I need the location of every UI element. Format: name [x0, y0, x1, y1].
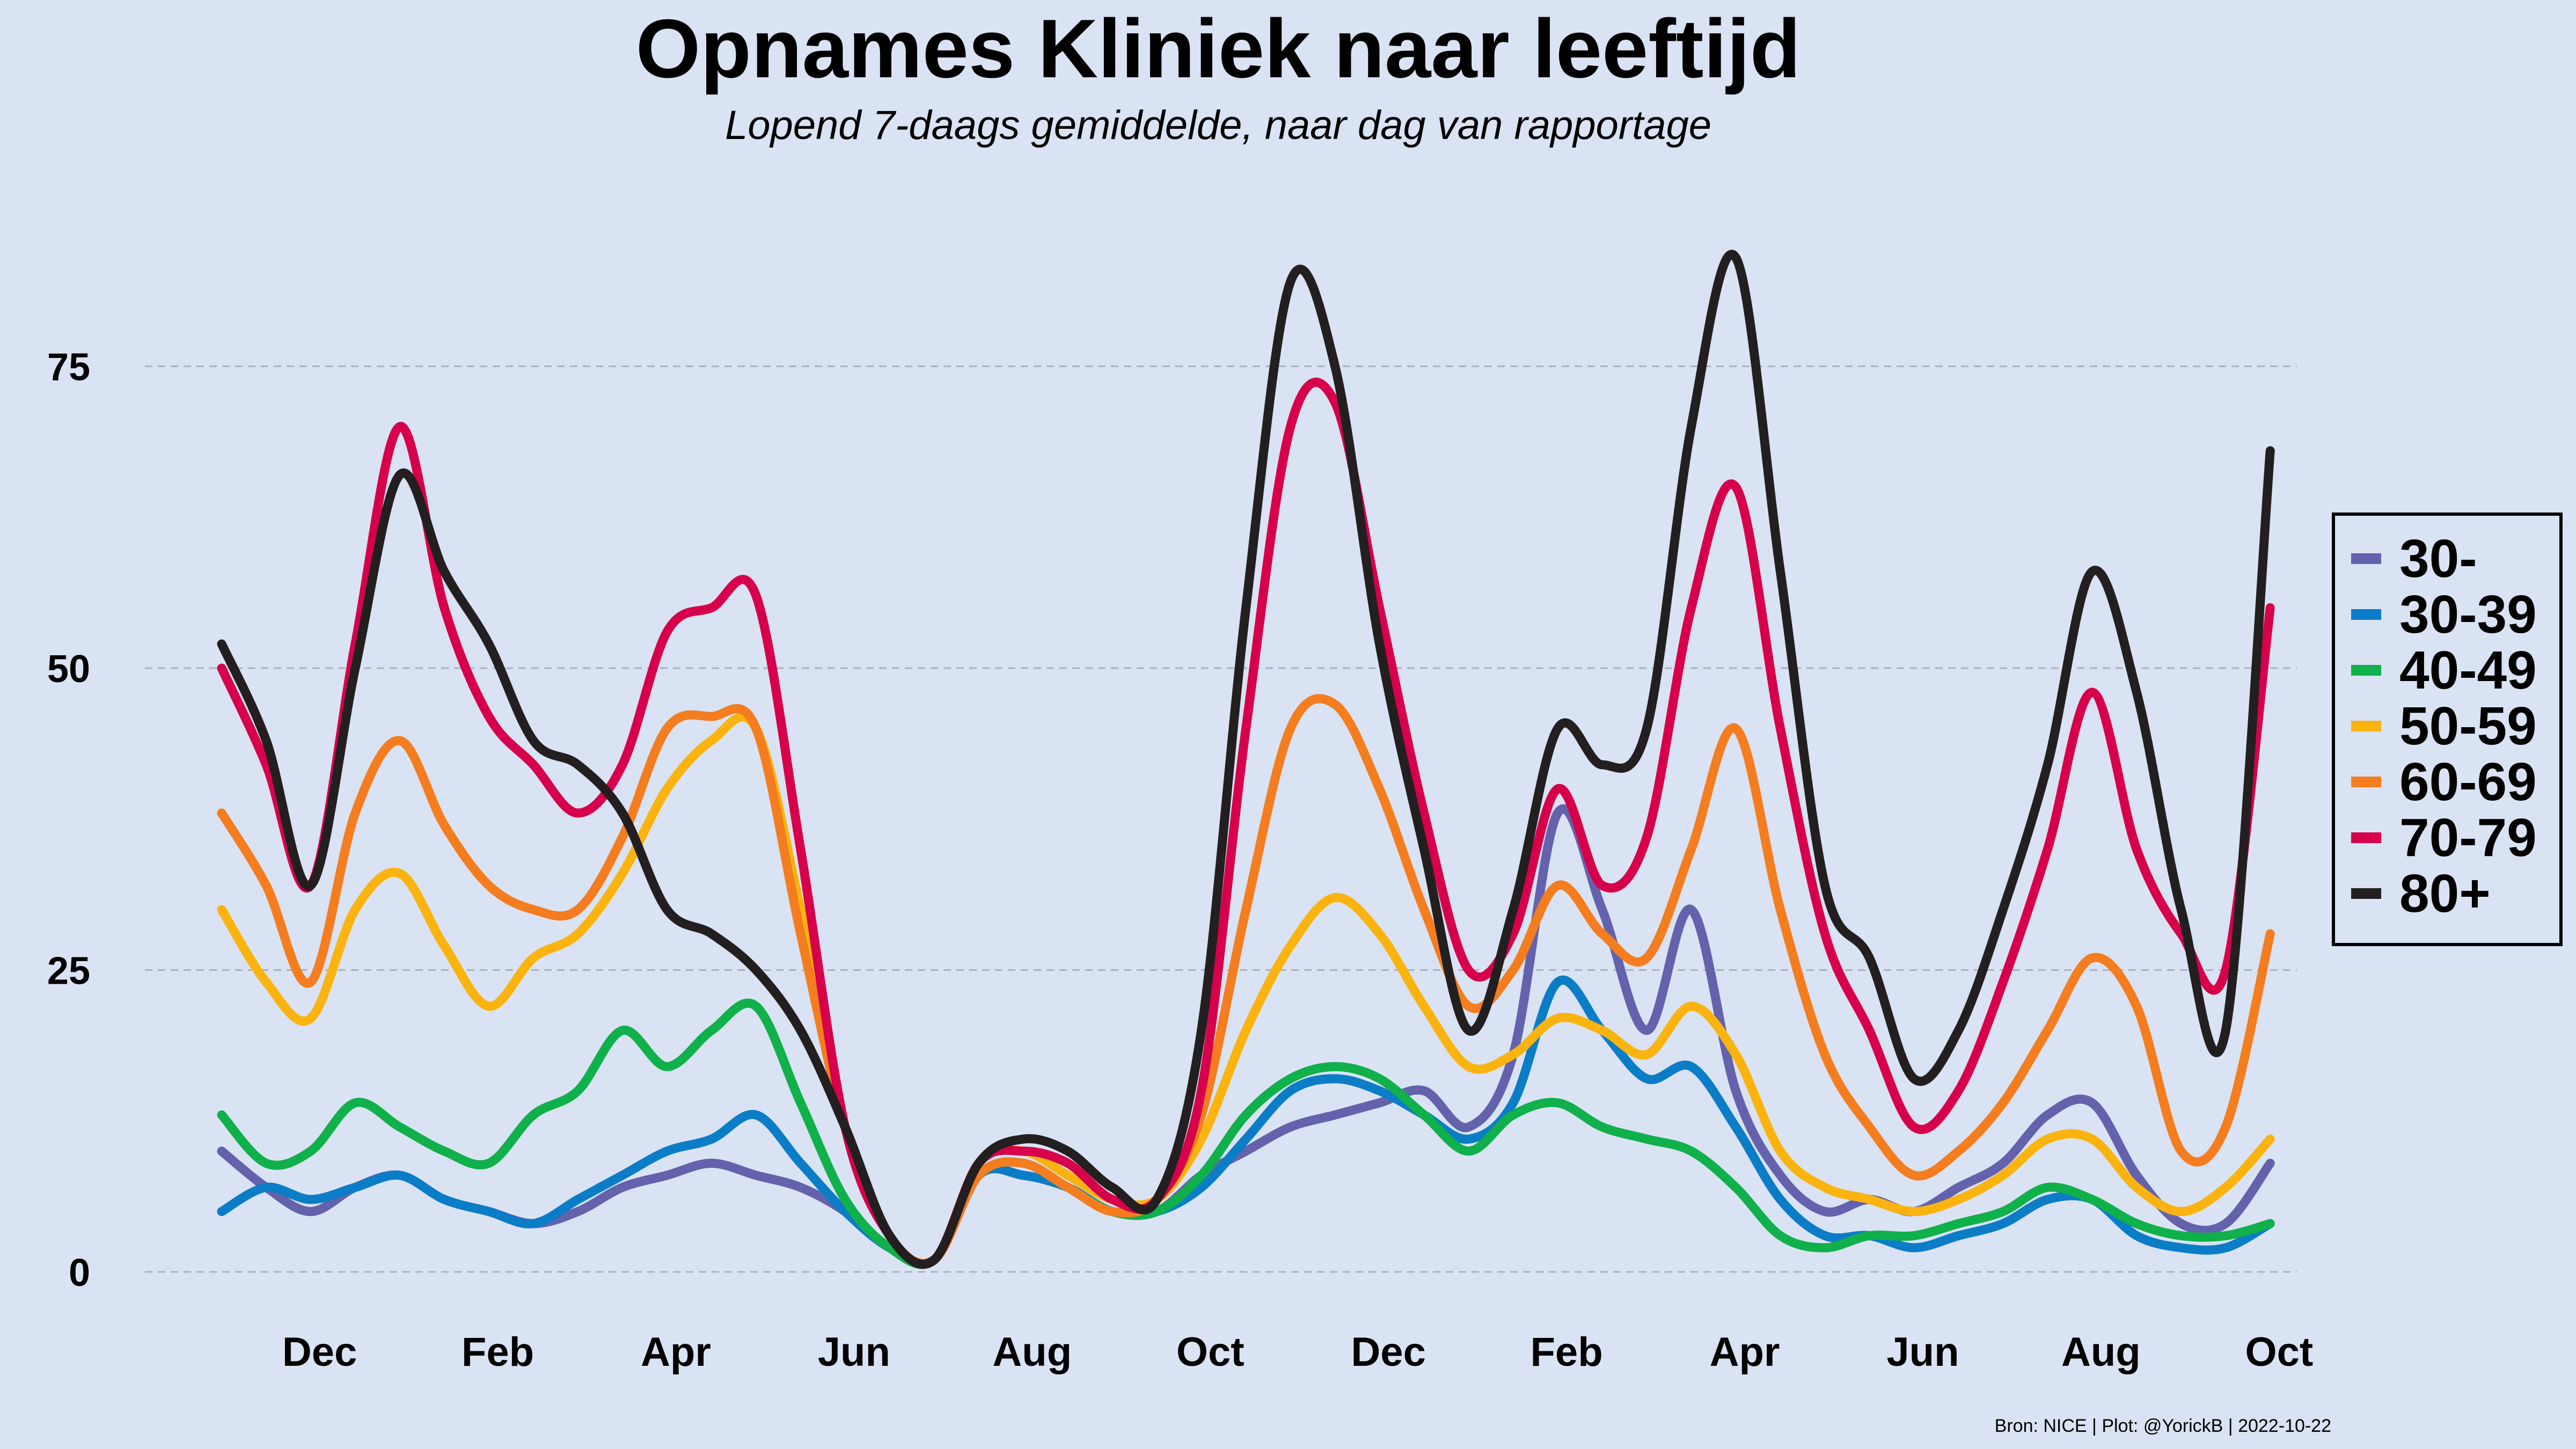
legend-item: 70-79: [2351, 810, 2559, 866]
legend-item: 80+: [2351, 866, 2559, 921]
series-line-30-39: [217, 975, 2275, 1269]
x-tick-label: Feb: [462, 1329, 534, 1375]
legend-item: 30-: [2351, 531, 2559, 587]
x-tick-label: Dec: [282, 1329, 357, 1375]
legend-swatch: [2351, 553, 2381, 564]
y-tick-label: 50: [47, 648, 90, 691]
legend-label: 60-69: [2399, 752, 2537, 812]
x-tick-label: Aug: [992, 1329, 1072, 1375]
chart-subtitle: Lopend 7-daags gemiddelde, naar dag van …: [724, 103, 1712, 148]
legend-item: 50-59: [2351, 698, 2559, 754]
legend-swatch: [2351, 665, 2381, 676]
x-tick-label: Jun: [818, 1329, 890, 1375]
legend-swatch: [2351, 777, 2381, 787]
legend-swatch: [2351, 721, 2381, 731]
legend-label: 30-: [2399, 529, 2477, 589]
legend-label: 50-59: [2399, 696, 2537, 756]
legend: 30- 30-39 40-49 50-59 60-69 70-79 80+: [2332, 513, 2563, 946]
legend-swatch: [2351, 888, 2381, 899]
y-tick-label: 0: [69, 1252, 90, 1294]
series-line-60-69: [217, 694, 2275, 1268]
x-tick-label: Aug: [2061, 1329, 2141, 1375]
x-tick-label: Apr: [641, 1329, 711, 1375]
legend-item: 60-69: [2351, 754, 2559, 810]
x-tick-label: Oct: [1176, 1329, 1245, 1375]
x-tick-label: Feb: [1531, 1329, 1603, 1375]
legend-label: 70-79: [2399, 808, 2537, 868]
series-line-40-49: [217, 998, 2275, 1269]
y-axis-ticks: 0 25 50 75: [47, 346, 90, 1295]
legend-swatch: [2351, 609, 2381, 620]
source-caption: Bron: NICE | Plot: @YorickB | 2022-10-22: [1994, 1416, 2331, 1436]
legend-item: 40-49: [2351, 642, 2559, 698]
series-line-80+: [217, 250, 2275, 1269]
x-tick-label: Oct: [2245, 1329, 2313, 1375]
y-tick-label: 25: [47, 950, 90, 993]
x-axis-ticks: Dec Feb Apr Jun Aug Oct Dec Feb Apr Jun Aug Oct: [282, 1329, 2313, 1375]
legend-label: 80+: [2399, 863, 2491, 924]
x-tick-label: Dec: [1351, 1329, 1425, 1375]
y-tick-label: 75: [47, 346, 90, 389]
series-line-70-79: [217, 377, 2275, 1269]
series-lines: [217, 250, 2275, 1269]
legend-label: 40-49: [2399, 640, 2537, 700]
legend-label: 30-39: [2399, 584, 2537, 645]
legend-swatch: [2351, 832, 2381, 843]
legend-item: 30-39: [2351, 587, 2559, 642]
x-tick-label: Apr: [1710, 1329, 1780, 1375]
x-tick-label: Jun: [1886, 1329, 1959, 1375]
chart-title: Opnames Kliniek naar leeftijd: [635, 2, 1801, 95]
